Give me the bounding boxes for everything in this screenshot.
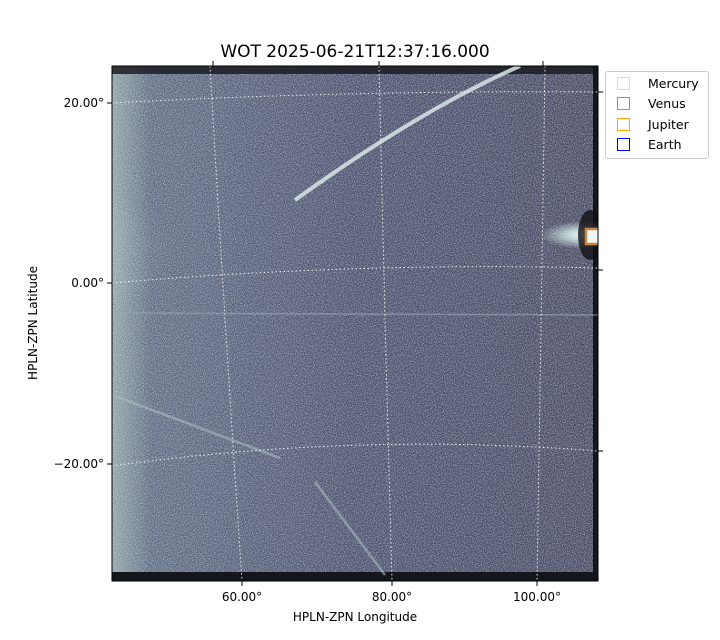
x-tick-label: 80.00°: [372, 590, 412, 604]
comet-streak: [293, 66, 521, 202]
grid-lines: [111, 65, 599, 582]
tick-marks: [107, 61, 603, 586]
legend-label: Venus: [648, 96, 686, 111]
y-tick-label: 20.00°: [64, 96, 104, 110]
x-axis-label: HPLN-ZPN Longitude: [293, 610, 417, 624]
image-plot: [112, 66, 598, 581]
venus-marker: [584, 227, 598, 246]
legend-label: Mercury: [648, 76, 699, 91]
y-axis-label: HPLN-ZPN Latitude: [26, 266, 40, 380]
x-tick-label: 100.00°: [513, 590, 561, 604]
legend-swatch: [617, 97, 630, 110]
legend-swatch: [617, 118, 630, 131]
legend-swatch: [617, 138, 630, 151]
chart-title: WOT 2025-06-21T12:37:16.000: [220, 42, 489, 62]
legend-label: Jupiter: [648, 117, 689, 132]
plot-frame: [111, 65, 599, 582]
y-tick-label: 0.00°: [71, 276, 104, 290]
legend-swatch: [617, 77, 630, 90]
legend: Mercury Venus Jupiter Earth: [605, 71, 709, 159]
y-tick-label: −20.00°: [54, 457, 104, 471]
x-tick-label: 60.00°: [222, 590, 262, 604]
legend-label: Earth: [648, 137, 682, 152]
